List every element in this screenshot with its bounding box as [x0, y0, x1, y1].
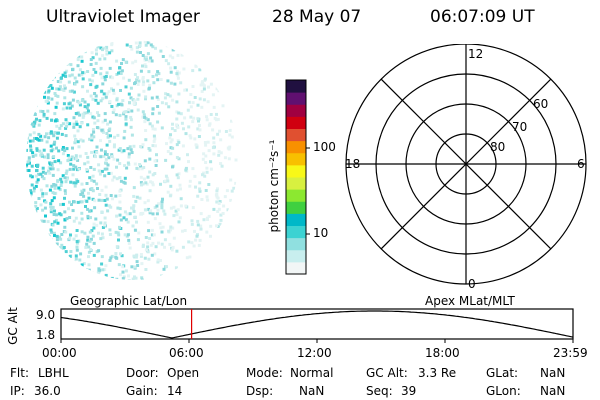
mlt-label-6: 6: [577, 157, 585, 171]
lat-label-70: 70: [512, 120, 528, 134]
colorbar-block: [286, 80, 306, 93]
lat-label-60: 60: [533, 97, 549, 111]
info-filter-value: LBHL: [38, 366, 69, 380]
timeline-x-tick-label-2359: 23:59: [553, 346, 588, 360]
lat-label-80: 80: [490, 140, 506, 154]
info-dsp-label: Dsp:: [246, 384, 274, 398]
info-gcalt-label: GC Alt:: [366, 366, 408, 380]
colorbar-block: [286, 213, 306, 226]
timeline-x-tick-label-1200: 12:00: [297, 346, 332, 360]
colorbar-tick-label-100: 100: [313, 140, 336, 154]
colorbar-block: [286, 237, 306, 251]
info-gain-value: 14: [167, 384, 183, 398]
timeline-y-axis-label: GC Alt: [6, 307, 20, 345]
mlt-label-12: 12: [468, 47, 484, 61]
timeline-y-tick-9: 9.0: [36, 308, 56, 322]
timeline-apex-label: Apex MLat/MLT: [425, 294, 515, 308]
info-seq-value: 39: [401, 384, 417, 398]
colorbar-block: [286, 177, 306, 190]
info-ip-label: IP:: [10, 384, 25, 398]
uv-image-disk: [26, 40, 238, 280]
colorbar-block: [286, 104, 306, 117]
info-ip-value: 36.0: [34, 384, 61, 398]
info-dsp-value: NaN: [299, 384, 325, 398]
info-gain-label: Gain:: [126, 384, 158, 398]
info-glon-label: GLon:: [486, 384, 521, 398]
timeline-y-tick-1-8: 1.8: [36, 328, 56, 342]
colorbar: [285, 79, 310, 275]
mlt-label-0: 0: [468, 277, 476, 291]
colorbar-block: [286, 92, 306, 105]
timeline-x-tick-label-0600: 06:00: [169, 346, 204, 360]
info-gcalt-value: 3.3 Re: [418, 366, 457, 380]
mlt-label-18: 18: [345, 157, 361, 171]
altitude-curve: [60, 310, 574, 339]
info-glat-label: GLat:: [486, 366, 519, 380]
info-door-label: Door:: [126, 366, 159, 380]
timeline-x-tick-label-1800: 18:00: [425, 346, 460, 360]
app-title: Ultraviolet Imager: [46, 7, 200, 27]
colorbar-block: [286, 189, 306, 202]
colorbar-block: [286, 128, 306, 142]
info-door-value: Open: [167, 366, 200, 380]
date-label: 28 May 07: [272, 7, 362, 27]
info-mode-value: Normal: [290, 366, 334, 380]
uv-image-pixels: [26, 40, 238, 280]
polar-grid: [345, 44, 587, 285]
info-filter-label: Flt:: [10, 366, 29, 380]
info-glat-value: NaN: [540, 366, 566, 380]
colorbar-block: [286, 152, 306, 166]
timeline-geographic-label: Geographic Lat/Lon: [70, 294, 188, 308]
colorbar-gradient: [286, 80, 306, 275]
colorbar-tick-label-10: 10: [313, 226, 329, 240]
time-label: 06:07:09 UT: [430, 7, 535, 27]
colorbar-block: [286, 249, 306, 263]
polar-diagonal-2: [380, 78, 552, 250]
colorbar-block: [286, 140, 306, 154]
colorbar-block: [286, 164, 306, 178]
colorbar-block: [286, 116, 306, 129]
info-glon-value: NaN: [540, 384, 566, 398]
colorbar-block: [286, 225, 306, 239]
colorbar-block: [286, 201, 306, 214]
timeline-x-tick-label-0000: 00:00: [42, 346, 77, 360]
colorbar-unit-label: photon cm⁻²s⁻¹: [267, 139, 281, 233]
altitude-timeline: [60, 308, 574, 343]
info-mode-label: Mode:: [246, 366, 283, 380]
colorbar-block: [286, 261, 306, 275]
info-seq-label: Seq:: [366, 384, 393, 398]
